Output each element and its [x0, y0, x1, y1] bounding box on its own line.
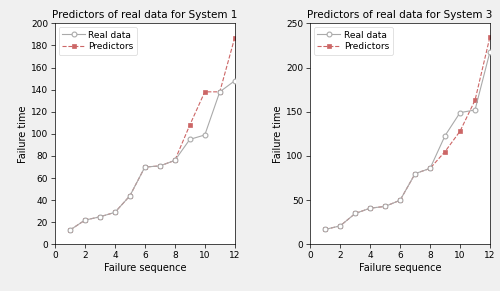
Real data	[487, 50, 493, 53]
Real data	[202, 133, 208, 137]
Predictors	[382, 205, 388, 208]
Real data	[157, 164, 163, 168]
Real data	[442, 134, 448, 137]
Real data	[217, 90, 223, 94]
Predictors	[397, 198, 403, 202]
Real data	[232, 79, 238, 83]
Predictors	[352, 212, 358, 215]
Real data	[322, 228, 328, 231]
Real data	[397, 198, 403, 202]
Real data	[412, 172, 418, 175]
Predictors	[442, 150, 448, 153]
Predictors	[412, 172, 418, 175]
Real data	[127, 194, 133, 198]
Predictors	[127, 194, 133, 198]
Predictors	[172, 159, 178, 162]
Predictors	[157, 164, 163, 168]
Predictors	[112, 211, 118, 214]
Predictors	[67, 228, 73, 232]
Real data	[82, 218, 88, 222]
Predictors	[472, 98, 478, 102]
Real data	[337, 224, 343, 228]
Title: Predictors of real data for System 3: Predictors of real data for System 3	[308, 10, 493, 20]
Predictors	[487, 35, 493, 38]
Predictors	[367, 206, 373, 210]
Real data	[187, 138, 193, 141]
Real data	[457, 111, 463, 114]
Y-axis label: Failure time: Failure time	[18, 105, 28, 163]
Predictors	[427, 167, 433, 170]
X-axis label: Failure sequence: Failure sequence	[359, 263, 442, 273]
Line: Predictors: Predictors	[323, 34, 492, 232]
X-axis label: Failure sequence: Failure sequence	[104, 263, 186, 273]
Predictors	[457, 129, 463, 133]
Line: Real data: Real data	[323, 49, 492, 232]
Real data	[472, 108, 478, 112]
Line: Real data: Real data	[68, 78, 237, 233]
Real data	[67, 228, 73, 232]
Real data	[367, 206, 373, 210]
Real data	[142, 165, 148, 169]
Legend: Real data, Predictors: Real data, Predictors	[314, 27, 392, 55]
Predictors	[187, 123, 193, 127]
Y-axis label: Failure time: Failure time	[274, 105, 283, 163]
Real data	[427, 167, 433, 170]
Predictors	[142, 165, 148, 169]
Real data	[172, 159, 178, 162]
Title: Predictors of real data for System 1: Predictors of real data for System 1	[52, 10, 238, 20]
Real data	[112, 211, 118, 214]
Line: Predictors: Predictors	[68, 35, 237, 233]
Real data	[382, 205, 388, 208]
Real data	[97, 215, 103, 219]
Predictors	[322, 228, 328, 231]
Predictors	[82, 218, 88, 222]
Predictors	[97, 215, 103, 219]
Predictors	[217, 90, 223, 94]
Predictors	[202, 90, 208, 94]
Real data	[352, 212, 358, 215]
Legend: Real data, Predictors: Real data, Predictors	[58, 27, 138, 55]
Predictors	[232, 36, 238, 39]
Predictors	[337, 224, 343, 228]
